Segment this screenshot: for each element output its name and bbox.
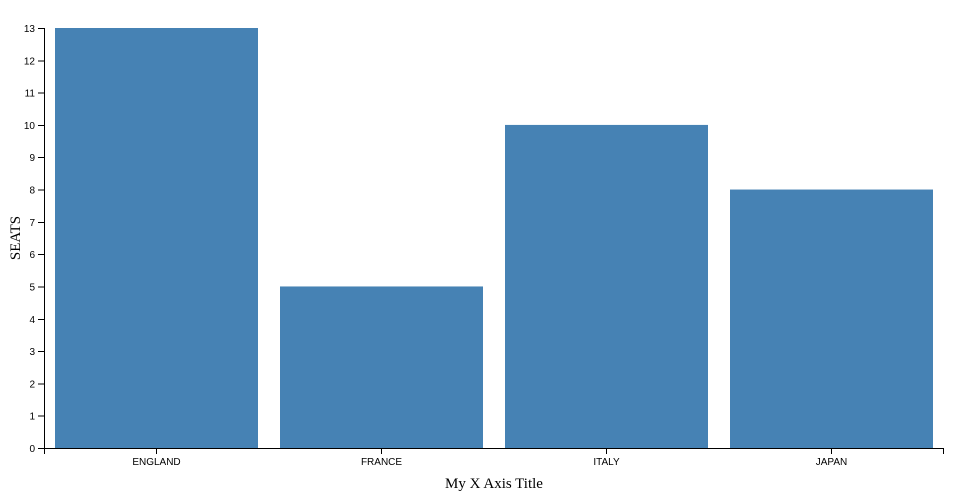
x-tick-label-italy: ITALY: [593, 457, 620, 468]
y-tick-label-1: 1: [29, 412, 35, 423]
bar-england: [55, 28, 258, 448]
y-tick-label-5: 5: [29, 282, 35, 293]
y-tick-label-13: 13: [24, 24, 36, 35]
bar-france: [280, 286, 483, 448]
bar-italy: [505, 124, 708, 448]
y-tick-label-0: 0: [29, 444, 35, 455]
x-tick-label-england: ENGLAND: [132, 457, 180, 468]
y-axis-title: SEATS: [8, 216, 24, 260]
bar-japan: [730, 189, 933, 449]
x-tick-label-japan: JAPAN: [816, 457, 848, 468]
y-tick-label-12: 12: [24, 56, 36, 67]
x-axis-title: My X Axis Title: [445, 476, 543, 492]
y-tick-label-9: 9: [29, 153, 35, 164]
y-tick-label-8: 8: [29, 186, 35, 197]
bars-group: [55, 28, 933, 449]
y-tick-label-7: 7: [29, 218, 35, 229]
y-tick-label-3: 3: [29, 347, 35, 358]
y-tick-label-2: 2: [29, 379, 35, 390]
y-tick-label-6: 6: [29, 250, 35, 261]
y-tick-label-11: 11: [25, 89, 36, 100]
y-tick-label-4: 4: [29, 315, 35, 326]
x-tick-label-france: FRANCE: [361, 457, 402, 468]
x-axis: ENGLAND FRANCE ITALY JAPAN: [44, 448, 944, 468]
y-tick-label-10: 10: [24, 121, 36, 132]
